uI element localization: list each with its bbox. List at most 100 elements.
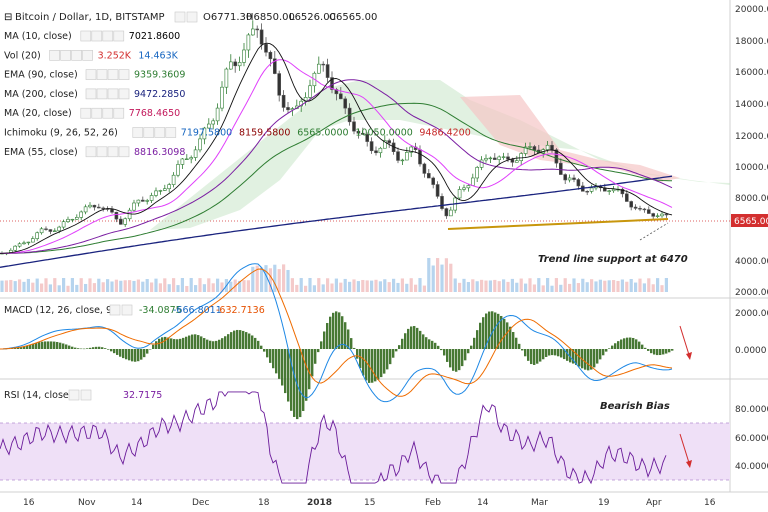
indicator-button-6-0[interactable] — [85, 146, 97, 158]
indicator-button-4-0[interactable] — [80, 107, 92, 119]
svg-text:18000.00: 18000.00 — [735, 37, 768, 47]
indicator-button-0-2[interactable] — [102, 30, 114, 42]
indicator-button-0-1[interactable] — [91, 30, 103, 42]
indicator-button-6-3[interactable] — [118, 146, 130, 158]
indicator-button-0-3[interactable] — [113, 30, 125, 42]
macd-bar — [215, 340, 218, 349]
svg-text:14: 14 — [477, 498, 489, 508]
indicator-button-2-1[interactable] — [96, 69, 108, 80]
macd-bar — [71, 346, 74, 349]
indicator-label-4: MA (20, close) — [4, 108, 72, 119]
candle-body — [70, 218, 75, 221]
indicator-button-3-3[interactable] — [118, 88, 130, 100]
indicator-button-2-0[interactable] — [85, 69, 97, 80]
macd-bar — [641, 344, 644, 349]
volume-bar — [150, 282, 154, 292]
indicator-button-5-1[interactable] — [143, 127, 155, 138]
macd-bar — [605, 349, 608, 352]
candle-body — [259, 29, 264, 45]
indicator-button-5-2[interactable] — [154, 127, 166, 138]
volume-bar — [132, 280, 136, 292]
macd-bar — [665, 349, 668, 354]
macd-bar — [572, 349, 575, 364]
volume-bar — [207, 278, 211, 292]
svg-text:20000.00: 20000.00 — [735, 5, 768, 15]
macd-bar — [647, 349, 650, 351]
macd-bar — [149, 349, 152, 350]
volume-bar — [598, 279, 602, 292]
rsi-buttons[interactable] — [68, 389, 92, 401]
volume-bar — [378, 281, 382, 292]
volume-bar — [330, 283, 334, 292]
volume-bar — [84, 283, 88, 292]
indicator-button-3-0[interactable] — [85, 88, 97, 100]
indicator-button-6-1[interactable] — [96, 146, 108, 158]
macd-bar — [224, 336, 227, 349]
volume-bar — [616, 280, 620, 292]
candle-body — [215, 107, 220, 122]
macd-bar — [554, 349, 557, 356]
volume-bar — [172, 278, 176, 292]
macd-bar — [611, 345, 614, 349]
indicator-button-3-2[interactable] — [107, 88, 119, 100]
macd-bar — [521, 349, 524, 351]
macd-bar — [140, 349, 143, 360]
volume-bar — [238, 280, 242, 292]
candle-body — [655, 215, 660, 217]
indicator-button-1-0[interactable] — [49, 49, 60, 61]
macd-value-signal: -632.7136 — [216, 305, 265, 316]
candle-body — [448, 209, 453, 217]
macd-buttons[interactable] — [109, 304, 133, 316]
volume-bar — [180, 278, 184, 292]
indicator-button-2-2[interactable] — [107, 69, 119, 80]
candle-body — [554, 149, 559, 164]
indicator-button-1-1[interactable] — [60, 49, 71, 61]
indicator-value-0-0: 7021.8600 — [129, 31, 180, 42]
indicator-button-2-3[interactable] — [118, 69, 130, 80]
indicator-button-0-0[interactable] — [80, 30, 92, 42]
rsi-tick-40: 40.0000 — [735, 462, 768, 472]
macd-bar — [77, 348, 80, 349]
candle-body — [646, 209, 651, 214]
time-axis: 16 Nov 14 Dec 18 2018 15 Feb 14 Mar 19 A… — [23, 498, 716, 508]
macd-bar — [230, 332, 233, 349]
indicator-button-6-2[interactable] — [107, 146, 119, 158]
indicator-button-4-2[interactable] — [102, 107, 114, 119]
macd-bar — [44, 341, 47, 349]
indicator-value-4-0: 7768.4650 — [129, 108, 180, 119]
macd-bar — [203, 338, 206, 349]
volume-bars — [0, 258, 668, 292]
svg-text:14000.00: 14000.00 — [735, 100, 768, 110]
candle-body — [202, 127, 207, 140]
macd-bar — [518, 343, 521, 349]
volume-bar — [568, 283, 572, 292]
candle-body — [576, 179, 581, 187]
volume-bar — [4, 280, 8, 292]
volume-bar — [48, 284, 52, 292]
macd-bar — [377, 349, 380, 380]
volume-bar — [664, 278, 668, 292]
title-buttons[interactable] — [174, 11, 198, 23]
macd-bar — [434, 342, 437, 349]
volume-bar — [92, 283, 96, 292]
indicator-button-3-1[interactable] — [96, 88, 108, 100]
candle-body — [585, 191, 590, 193]
candle-body — [523, 146, 528, 154]
svg-text:14: 14 — [131, 498, 143, 508]
volume-bar — [282, 264, 286, 292]
indicator-button-1-3[interactable] — [82, 49, 93, 61]
indicator-button-4-3[interactable] — [113, 107, 125, 119]
candle-body — [378, 147, 383, 154]
candle-body — [281, 94, 286, 108]
candle-body — [145, 200, 149, 202]
indicator-button-5-3[interactable] — [165, 127, 177, 138]
macd-bar — [23, 346, 26, 349]
indicator-button-5-0[interactable] — [132, 127, 144, 138]
collapse-icon[interactable]: ⊟ — [4, 12, 12, 23]
macd-bar — [167, 337, 170, 349]
macd-bar — [272, 349, 275, 369]
indicator-button-1-2[interactable] — [71, 49, 82, 61]
candle-body — [207, 123, 211, 129]
indicator-button-4-1[interactable] — [91, 107, 103, 119]
volume-bar — [488, 280, 492, 292]
